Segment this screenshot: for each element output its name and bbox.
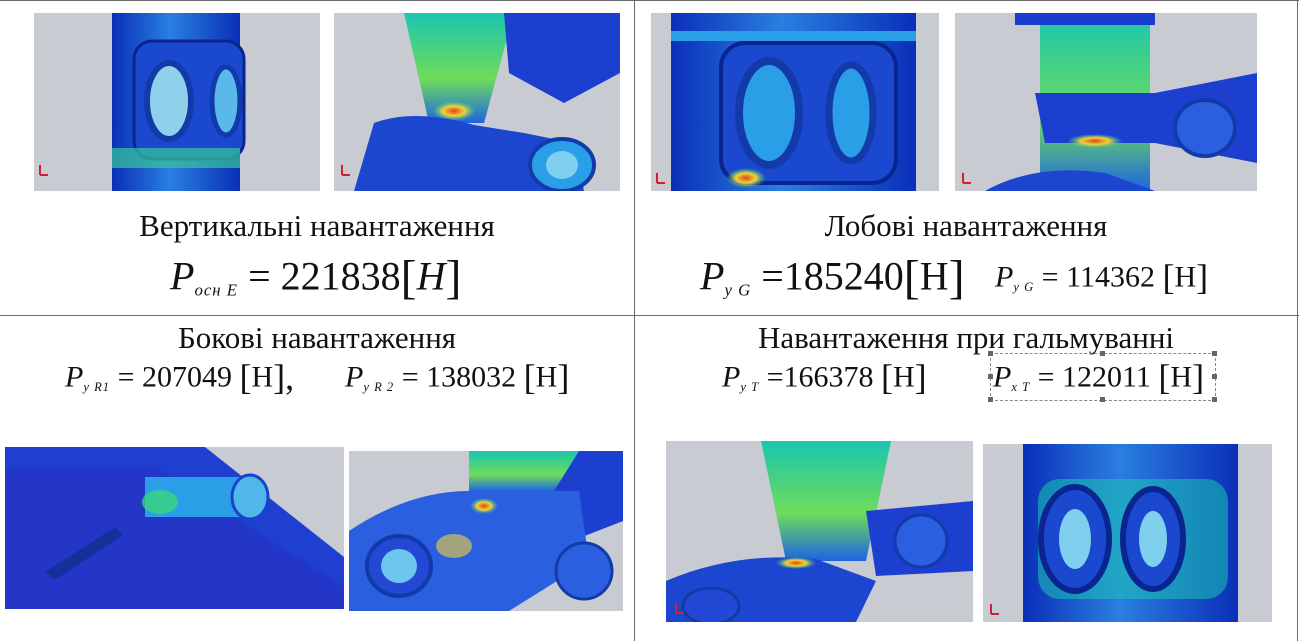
selection-handle-tm[interactable]	[1100, 351, 1105, 356]
formula-left-bracket: [	[523, 357, 536, 397]
selection-handle-bl[interactable]	[988, 397, 993, 402]
formula-left-bracket: [	[239, 357, 252, 397]
formula-frontal-load-2: Py G = 114362 [Н]	[995, 256, 1208, 298]
formula-unit: Н	[251, 360, 274, 394]
selection-handle-tl[interactable]	[988, 351, 993, 356]
formula-side-load-2: Py R 2 = 138032 [Н]	[345, 356, 569, 398]
object-selection-frame[interactable]	[990, 353, 1216, 401]
formula-unit: Н	[893, 360, 915, 394]
formula-symbol: P	[722, 360, 741, 394]
fea-image-frontal-1	[651, 13, 939, 191]
formula-right-bracket: ]	[1192, 357, 1205, 397]
formula-value: 166378	[783, 360, 874, 394]
formula-vertical-load: Pосн E = 221838[H]	[170, 250, 461, 305]
formula-subscript: y G	[724, 280, 752, 300]
formula-left-bracket: [	[881, 357, 893, 397]
cell-caption-vertical: Вертикальні навантаження	[139, 208, 495, 243]
formula-unit: H	[416, 253, 446, 299]
cell-caption-frontal: Лобові навантаження	[824, 208, 1108, 243]
formula-value: 221838	[280, 253, 401, 299]
formula-equals: =	[766, 360, 784, 394]
formula-value: 122011	[1062, 360, 1151, 394]
formula-subscript: y T	[740, 379, 760, 394]
formula-equals: =	[1041, 260, 1059, 294]
fea-image-braking-2	[983, 444, 1272, 622]
formula-left-bracket: [	[1162, 257, 1175, 297]
formula-right-bracket: ]	[1196, 257, 1209, 297]
cell-caption-braking: Навантаження при гальмуванні	[757, 320, 1175, 355]
formula-symbol: P	[65, 360, 84, 394]
selection-handle-bm[interactable]	[1100, 397, 1105, 402]
fea-image-braking-1	[666, 441, 973, 622]
formula-left-bracket: [	[1158, 357, 1171, 397]
formula-braking-load-1: Py T =166378 [Н]	[722, 356, 927, 398]
fea-image-side-2	[349, 451, 623, 611]
selection-handle-mr[interactable]	[1212, 374, 1217, 379]
formula-right-bracket: ]	[948, 251, 965, 304]
formula-left-bracket: [	[400, 251, 417, 304]
formula-value: 207049	[141, 360, 232, 394]
formula-symbol: P	[345, 360, 364, 394]
formula-subscript: y R1	[83, 379, 111, 394]
formula-equals: =	[761, 253, 784, 299]
formula-frontal-load-1: Py G =185240[Н]	[700, 250, 965, 305]
fea-image-side-1	[5, 447, 344, 609]
formula-unit: Н	[535, 360, 558, 394]
table-border-right	[1297, 0, 1298, 641]
selection-handle-tr[interactable]	[1212, 351, 1217, 356]
formula-side-load-1: Py R1 = 207049 [Н],	[65, 356, 294, 398]
formula-left-bracket: [	[903, 251, 920, 304]
table-border-mid	[0, 315, 1299, 316]
selection-handle-ml[interactable]	[988, 374, 993, 379]
formula-symbol: P	[170, 253, 195, 299]
formula-right-bracket: ]	[914, 357, 927, 397]
formula-right-bracket: ]	[445, 251, 462, 304]
formula-symbol: P	[700, 253, 725, 299]
table-border-vertical	[634, 0, 635, 641]
fea-image-frontal-2	[955, 13, 1257, 191]
formula-equals: =	[117, 360, 135, 394]
formula-equals: =	[401, 360, 419, 394]
formula-unit: Н	[919, 253, 949, 299]
formula-value: 114362	[1066, 260, 1155, 294]
fea-image-vertical-2	[334, 13, 620, 191]
formula-subscript: y G	[1013, 279, 1035, 294]
formula-value: 185240	[783, 253, 904, 299]
formula-right-bracket: ]	[557, 357, 570, 397]
selection-handle-br[interactable]	[1212, 397, 1217, 402]
formula-subscript: x T	[1011, 379, 1031, 394]
fea-image-vertical-1	[34, 13, 320, 191]
table-border-top	[0, 0, 1299, 1]
formula-unit: Н	[1170, 360, 1193, 394]
formula-subscript: осн E	[194, 280, 239, 300]
formula-equals: =	[1037, 360, 1055, 394]
formula-braking-load-2[interactable]: Px T = 122011 [Н]	[993, 356, 1204, 398]
formula-subscript: y R 2	[363, 379, 395, 394]
formula-symbol: P	[995, 260, 1014, 294]
formula-equals: =	[248, 253, 271, 299]
formula-value: 138032	[426, 360, 517, 394]
cell-caption-side: Бокові навантаження	[177, 320, 457, 355]
formula-right-bracket: ],	[273, 357, 295, 397]
formula-symbol: P	[993, 360, 1012, 394]
formula-unit: Н	[1174, 260, 1197, 294]
